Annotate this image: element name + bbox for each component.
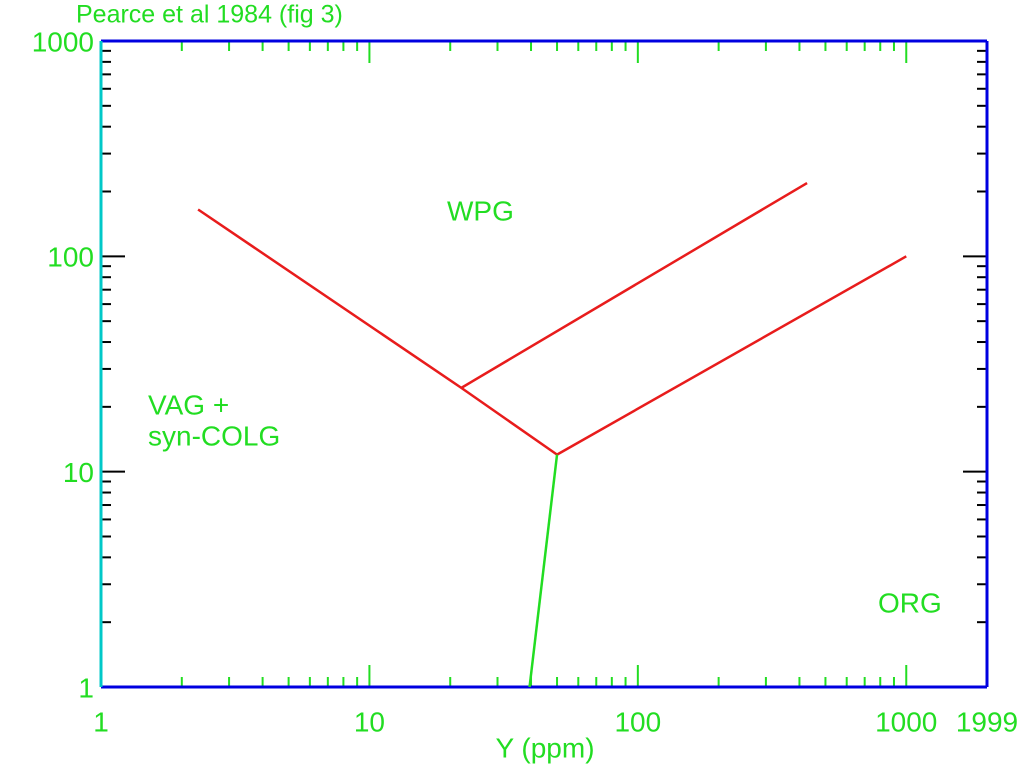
- boundary-line: [528, 454, 559, 688]
- boundary-line: [197, 208, 558, 456]
- y-tick-label: 1: [78, 672, 94, 703]
- x-tick-label: 100: [614, 706, 661, 737]
- annotation: WPG: [447, 195, 514, 226]
- x-tick-label: 1: [93, 706, 109, 737]
- x-tick-label: 1000: [875, 706, 937, 737]
- y-tick-label: 100: [47, 242, 94, 273]
- boundary-line: [460, 181, 808, 389]
- annotation: ORG: [878, 587, 942, 618]
- y-tick-label: 10: [63, 457, 94, 488]
- y-tick-label: 1000: [32, 26, 94, 57]
- chart-title: Pearce et al 1984 (fig 3): [76, 1, 343, 29]
- annotation: VAG +: [148, 389, 229, 420]
- annotation: syn-COLG: [148, 420, 280, 451]
- boundary-line: [556, 255, 907, 456]
- x-tick-label: 1999: [956, 706, 1018, 737]
- x-tick-label: 10: [354, 706, 385, 737]
- x-axis-label: Y (ppm): [495, 732, 594, 763]
